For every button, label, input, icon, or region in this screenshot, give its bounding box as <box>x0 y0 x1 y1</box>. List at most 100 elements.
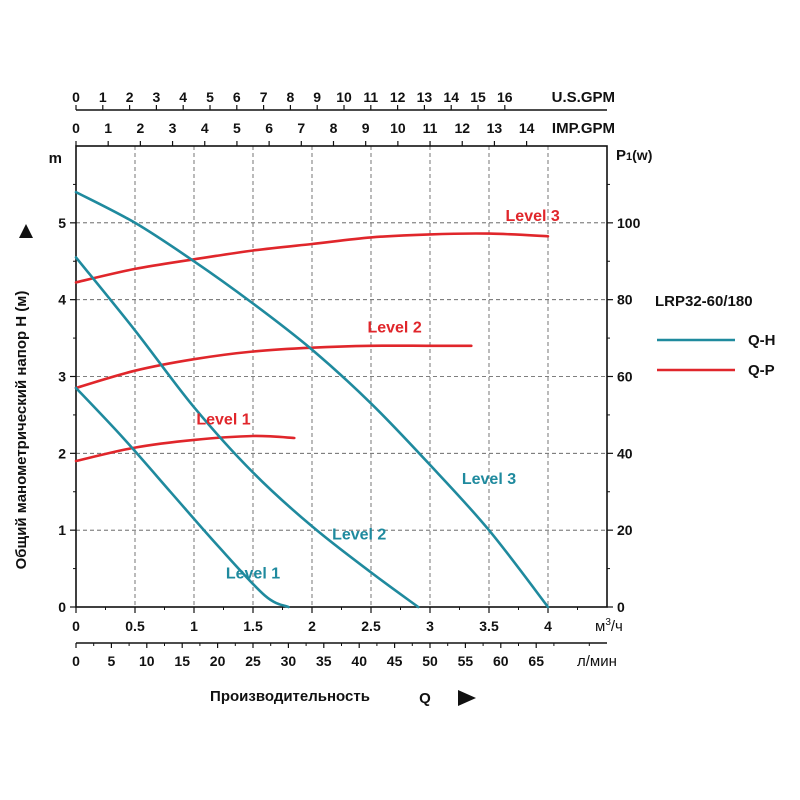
legend: LRP32-60/180 Q-H Q-P <box>655 293 776 379</box>
x-tick-label-lmin: 5 <box>108 653 116 669</box>
qp-label-level-2: Level 2 <box>367 319 421 336</box>
x-tick-label-us-gpm: 0 <box>72 89 80 105</box>
x-tick-label-imp-gpm: 13 <box>487 120 503 136</box>
qp-label-level-3: Level 3 <box>506 208 560 225</box>
x-tick-label-lmin: 55 <box>458 653 474 669</box>
y-axis-title: Общий манометрический напор H (м) <box>13 291 30 570</box>
x-axis-unit-m3h-sup: 3 <box>605 617 611 628</box>
grid-lines <box>76 146 607 607</box>
x-tick-label-lmin: 50 <box>422 653 438 669</box>
y2-tick-label: 20 <box>617 522 633 538</box>
y2-tick-label: 60 <box>617 369 633 385</box>
y-tick-label: 5 <box>58 215 66 231</box>
x-tick-label-imp-gpm: 9 <box>362 120 370 136</box>
x-axis-title: Производительность <box>210 688 370 705</box>
x-axis-unit-m3h-tail: /ч <box>611 618 623 635</box>
y-axis-unit: m <box>49 150 62 167</box>
x-tick-label-imp-gpm: 4 <box>201 120 209 136</box>
qp-curve-level-2 <box>74 344 473 390</box>
x-tick-label-lmin: 10 <box>139 653 155 669</box>
x-tick-label-us-gpm: 12 <box>390 89 406 105</box>
y-tick-label: 4 <box>58 292 66 308</box>
x-tick-label-us-gpm: 14 <box>443 89 459 105</box>
y2-axis-unit-sub: 1 <box>626 151 632 163</box>
x-tick-label-imp-gpm: 11 <box>423 120 438 136</box>
x-tick-label-imp-gpm: 2 <box>136 120 144 136</box>
qh-label-level-1: Level 1 <box>226 566 280 583</box>
x-tick-label-lmin: 0 <box>72 653 80 669</box>
x-tick-label-m3h: 1 <box>190 618 198 634</box>
x-tick-label-us-gpm: 2 <box>126 89 134 105</box>
x-tick-label-imp-gpm: 5 <box>233 120 241 136</box>
x-tick-label-imp-gpm: 6 <box>265 120 273 136</box>
x-tick-label-m3h: 2 <box>308 618 316 634</box>
x-tick-label-us-gpm: 10 <box>336 89 352 105</box>
y2-tick-label: 0 <box>617 599 625 615</box>
x-tick-label-imp-gpm: 12 <box>454 120 470 136</box>
x-tick-label-us-gpm: 3 <box>153 89 161 105</box>
x-tick-label-imp-gpm: 14 <box>519 120 535 136</box>
x-tick-label-imp-gpm: 8 <box>330 120 338 136</box>
qh-curves <box>74 190 550 609</box>
x-tick-label-lmin: 35 <box>316 653 332 669</box>
x-axis-us-gpm: 0 1 2 3 4 5 6 7 8 9 10 11 12 13 14 15 16 U.S.GPM <box>72 89 615 111</box>
x-tick-label-lmin: 25 <box>245 653 261 669</box>
x-axis-symbol: Q <box>419 690 431 707</box>
x-tick-label-m3h: 0 <box>72 618 80 634</box>
x-tick-label-us-gpm: 1 <box>99 89 107 105</box>
x-tick-label-us-gpm: 9 <box>313 89 321 105</box>
y-axis-right: 0 20 40 60 80 100 P1(w) <box>607 147 652 615</box>
qh-curve-level-1 <box>74 386 290 609</box>
x-tick-label-m3h: 3.5 <box>479 618 499 634</box>
x-tick-label-imp-gpm: 7 <box>297 120 305 136</box>
qp-curves <box>74 232 550 463</box>
x-tick-label-imp-gpm: 0 <box>72 120 80 136</box>
qp-curve-level-1 <box>74 434 296 463</box>
qp-curve-level-3 <box>74 232 550 284</box>
x-tick-label-m3h: 0.5 <box>125 618 145 634</box>
x-tick-label-us-gpm: 16 <box>497 89 513 105</box>
y-tick-label: 1 <box>58 522 66 538</box>
x-tick-label-imp-gpm: 1 <box>104 120 112 136</box>
y2-axis-unit: P1(w) <box>616 147 652 164</box>
x-axis-unit-lmin: л/мин <box>577 653 617 670</box>
legend-label-q-p: Q-P <box>748 362 775 379</box>
x-tick-label-us-gpm: 15 <box>470 89 486 105</box>
x-axis-arrow-icon <box>458 690 476 706</box>
y-tick-label: 2 <box>58 445 66 461</box>
x-tick-label-us-gpm: 4 <box>179 89 187 105</box>
x-tick-label-m3h: 2.5 <box>361 618 381 634</box>
x-axis-unit-us-gpm: U.S.GPM <box>552 89 615 106</box>
x-axis-lmin: 0 5 10 15 20 25 30 35 40 45 50 55 60 65 л/мин <box>72 642 617 670</box>
x-tick-label-lmin: 20 <box>210 653 226 669</box>
y-axis-arrow-icon <box>19 224 33 238</box>
x-tick-label-lmin: 40 <box>351 653 367 669</box>
qh-curve-level-2 <box>74 256 420 609</box>
x-tick-label-us-gpm: 6 <box>233 89 241 105</box>
qh-label-level-2: Level 2 <box>332 526 386 543</box>
x-axis-imp-gpm: 0 1 2 3 4 5 6 7 8 9 10 11 12 13 14 IMP.GPM <box>72 120 615 146</box>
legend-label-q-h: Q-H <box>748 332 776 349</box>
x-tick-label-us-gpm: 8 <box>287 89 295 105</box>
x-tick-label-lmin: 15 <box>174 653 190 669</box>
y2-tick-label: 40 <box>617 445 633 461</box>
qh-curve-level-3 <box>74 190 550 609</box>
y2-axis-unit-tail: (w) <box>632 147 652 163</box>
x-tick-label-us-gpm: 5 <box>206 89 214 105</box>
x-tick-label-imp-gpm: 10 <box>390 120 406 136</box>
x-tick-label-us-gpm: 7 <box>260 89 268 105</box>
y-tick-label: 3 <box>58 369 66 385</box>
y2-tick-label: 100 <box>617 215 641 231</box>
model-title: LRP32-60/180 <box>655 293 753 310</box>
x-axis-unit-m3h: м3/ч <box>595 617 623 635</box>
x-tick-label-imp-gpm: 3 <box>169 120 177 136</box>
x-tick-label-m3h: 1.5 <box>243 618 263 634</box>
qh-label-level-3: Level 3 <box>462 471 516 488</box>
x-tick-label-lmin: 45 <box>387 653 403 669</box>
y-tick-label: 0 <box>58 599 66 615</box>
x-tick-label-us-gpm: 13 <box>417 89 433 105</box>
qp-label-level-1: Level 1 <box>196 412 250 429</box>
x-tick-label-m3h: 3 <box>426 618 434 634</box>
x-tick-label-us-gpm: 11 <box>363 89 378 105</box>
